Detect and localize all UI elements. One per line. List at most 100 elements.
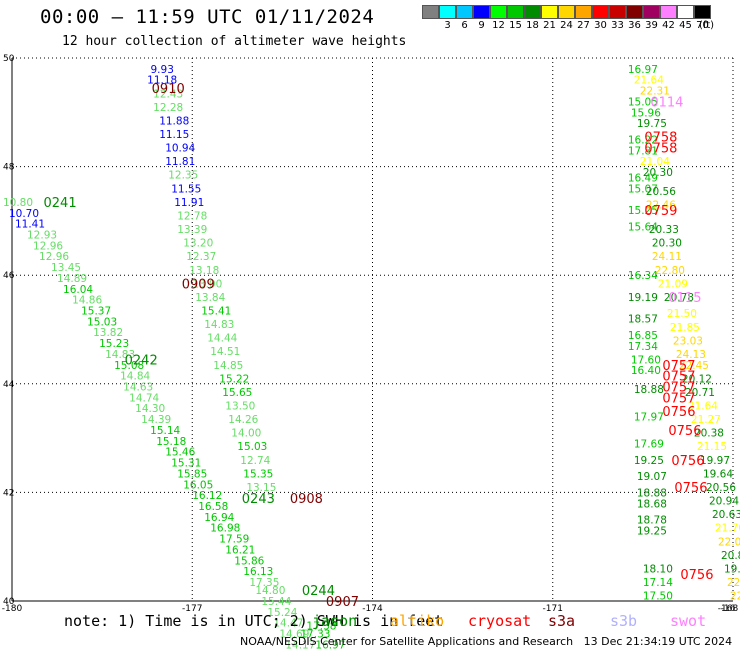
wave-height-value: 22.50 bbox=[727, 577, 740, 589]
wave-height-value: 17.97 bbox=[634, 411, 664, 423]
wave-height-value: 17.69 bbox=[634, 439, 664, 451]
wave-height-value: 18.10 bbox=[643, 563, 673, 575]
color-scale-swatch bbox=[592, 5, 609, 19]
wave-height-value: 17.50 bbox=[643, 591, 673, 603]
wave-height-value: 15.03 bbox=[87, 316, 117, 328]
wave-height-value: 18.57 bbox=[628, 314, 658, 326]
wave-height-value: 10.70 bbox=[9, 208, 39, 220]
wave-height-value: 21.50 bbox=[667, 308, 697, 320]
wave-height-value: 20.63 bbox=[712, 509, 740, 521]
wave-height-value: 14.47 bbox=[273, 618, 303, 630]
wave-height-value: 17.35 bbox=[249, 577, 279, 589]
color-scale-swatch bbox=[558, 5, 575, 19]
color-scale-label: 9 bbox=[478, 20, 485, 31]
wave-height-value: 13.39 bbox=[177, 224, 207, 236]
color-scale-swatch bbox=[694, 5, 711, 19]
wave-height-value: 12.74 bbox=[240, 455, 270, 467]
wave-height-value: 15.65 bbox=[222, 387, 252, 399]
wave-height-value: 20.56 bbox=[646, 186, 676, 198]
wave-height-value: 15.05 bbox=[628, 96, 658, 108]
wave-height-value: 12.96 bbox=[33, 240, 63, 252]
wave-height-value: 18.68 bbox=[637, 498, 667, 510]
wave-height-value: 14.26 bbox=[228, 414, 258, 426]
satellite-jason: jason bbox=[312, 612, 358, 630]
pass-time-label: 0241 bbox=[44, 196, 77, 211]
wave-height-value: 19.25 bbox=[637, 525, 667, 537]
satellite-swot: swot bbox=[670, 612, 707, 630]
wave-height-value: 13.50 bbox=[225, 401, 255, 413]
wave-height-value: 19.25 bbox=[634, 455, 664, 467]
wave-height-value: 11.55 bbox=[171, 183, 201, 195]
color-scale-swatch bbox=[422, 5, 439, 19]
color-scale-label: 12 bbox=[492, 20, 505, 31]
color-scale-label: 45 bbox=[679, 20, 692, 31]
wave-height-value: 22.88 bbox=[730, 591, 740, 603]
wave-height-value: 15.25 bbox=[628, 205, 658, 217]
wave-height-value: 15.41 bbox=[201, 305, 231, 317]
x-tick-label: -174 bbox=[362, 604, 383, 614]
wave-height-value: 20.78 bbox=[664, 292, 694, 304]
footer-credit: NOAA/NESDIS Center for Satellite Applica… bbox=[240, 635, 733, 648]
wave-height-value: 19.85 bbox=[724, 563, 740, 575]
wave-height-value: 17.34 bbox=[628, 341, 658, 353]
wave-height-value: 20.33 bbox=[649, 224, 679, 236]
pass-time-label: 0910 bbox=[152, 82, 185, 97]
color-scale-swatch bbox=[507, 5, 524, 19]
wave-height-value: 22.46 bbox=[646, 200, 676, 212]
wave-height-value: 21.15 bbox=[697, 441, 727, 453]
x-tick-label: -171 bbox=[543, 604, 563, 614]
wave-height-value: 17.59 bbox=[219, 534, 249, 546]
pass-time-label: 0114 bbox=[650, 95, 683, 110]
wave-height-value: 15.46 bbox=[165, 447, 195, 459]
color-scale-label: 15 bbox=[509, 20, 522, 31]
wave-height-value: 21.64 bbox=[634, 75, 664, 87]
pass-time-label: 0756 bbox=[662, 405, 695, 420]
wave-height-value: 15.24 bbox=[267, 607, 297, 619]
pass-time-label: 0757 bbox=[662, 370, 695, 385]
pass-time-label: 0908 bbox=[290, 492, 323, 507]
wave-height-value: 12.96 bbox=[39, 251, 69, 263]
y-tick-label: 40 bbox=[3, 597, 15, 607]
wave-height-value: 18.88 bbox=[634, 384, 664, 396]
wave-height-value: 24.13 bbox=[676, 349, 706, 361]
wave-height-value: 14.00 bbox=[231, 428, 261, 440]
color-scale-label: 42 bbox=[662, 20, 675, 31]
wave-height-value: 14.17 bbox=[285, 639, 315, 650]
wave-height-value: 12.43 bbox=[153, 88, 183, 100]
color-scale-swatch bbox=[626, 5, 643, 19]
wave-height-value: 13.20 bbox=[183, 238, 213, 250]
wave-height-value: 20.30 bbox=[643, 167, 673, 179]
satellite-altiko: altiko bbox=[390, 612, 445, 630]
wave-height-value: 14.86 bbox=[72, 295, 102, 307]
pass-time-label: 0758 bbox=[644, 142, 677, 157]
pass-time-label: 0756 bbox=[671, 454, 704, 469]
wave-height-value: 19.19 bbox=[628, 292, 658, 304]
pass-time-label: 0756 bbox=[668, 424, 701, 439]
wave-height-value: 19.97 bbox=[700, 455, 730, 467]
wave-height-value: 15.03 bbox=[237, 441, 267, 453]
wave-height-value: 14.85 bbox=[213, 360, 243, 372]
color-scale-swatch bbox=[643, 5, 660, 19]
pass-time-label: 0758 bbox=[644, 131, 677, 146]
wave-height-value: 16.94 bbox=[204, 512, 234, 524]
wave-height-value: 14.63 bbox=[123, 382, 153, 394]
y-tick-label: 50 bbox=[3, 54, 15, 64]
wave-height-value: 15.14 bbox=[150, 425, 180, 437]
wave-height-value: 21.09 bbox=[658, 278, 688, 290]
satellite-cryosat: cryosat bbox=[468, 612, 532, 630]
color-scale-label: 27 bbox=[577, 20, 590, 31]
color-scale-swatch bbox=[677, 5, 694, 19]
wave-height-value: 16.58 bbox=[198, 501, 228, 513]
pass-time-label: 0242 bbox=[125, 353, 158, 368]
wave-height-value: 14.80 bbox=[255, 585, 285, 597]
wave-height-value: 15.96 bbox=[631, 107, 661, 119]
wave-height-value: 16.40 bbox=[631, 365, 661, 377]
chart-grid bbox=[11, 57, 734, 602]
pass-time-label: 0757 bbox=[662, 381, 695, 396]
pass-time-label: 0757 bbox=[662, 359, 695, 374]
y-tick-label: 42 bbox=[3, 488, 14, 498]
page-subtitle: 12 hour collection of altimeter wave hei… bbox=[62, 34, 407, 49]
wave-height-value: 19.75 bbox=[637, 118, 667, 130]
wave-height-value: 11.91 bbox=[174, 197, 204, 209]
